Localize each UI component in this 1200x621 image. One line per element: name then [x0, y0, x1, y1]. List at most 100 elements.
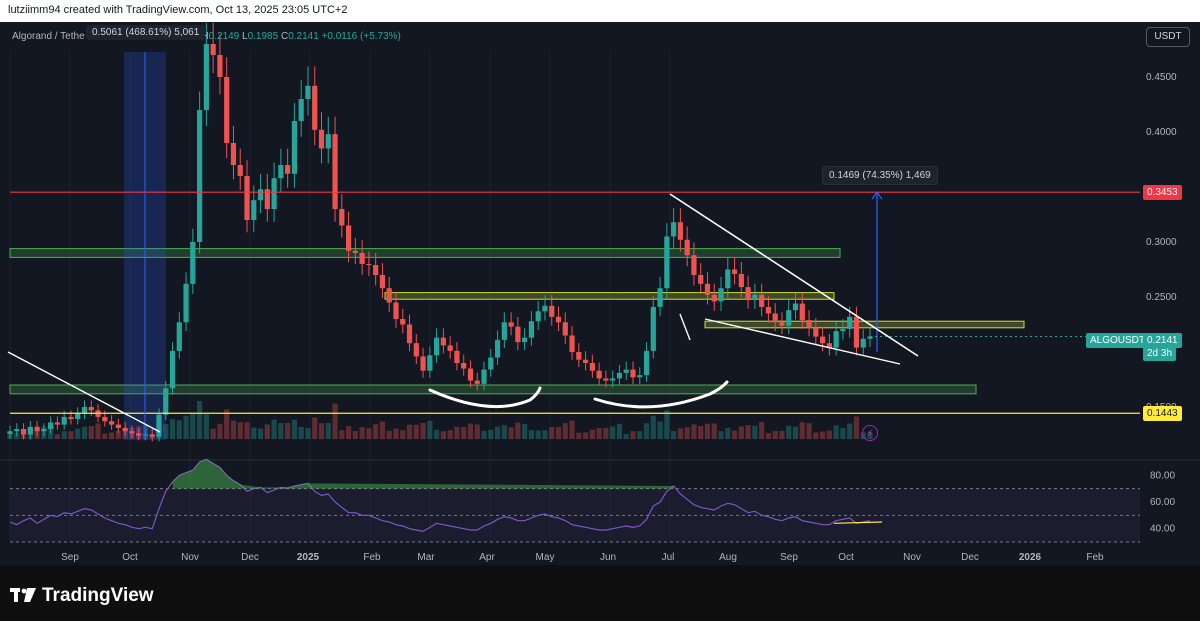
- candle-body: [860, 338, 866, 348]
- candle-body: [765, 306, 772, 314]
- volume-bar: [481, 430, 487, 439]
- candle-body: [840, 328, 846, 332]
- price-zone: [704, 320, 1025, 329]
- volume-bar: [88, 426, 94, 439]
- candle-body: [386, 288, 392, 303]
- tradingview-logo-icon: [10, 588, 36, 602]
- lightning-icon[interactable]: ⚡: [862, 425, 878, 441]
- candle-body: [244, 176, 250, 220]
- volume-bar: [813, 432, 819, 439]
- candle-body: [603, 378, 609, 381]
- candle-body: [318, 129, 325, 149]
- volume-bar: [643, 423, 650, 439]
- volume-bar: [278, 423, 284, 439]
- candle-body: [48, 422, 54, 429]
- volume-bar: [549, 427, 555, 439]
- x-tick-label: Jun: [600, 552, 616, 563]
- wedge-upper-line: [669, 193, 919, 357]
- volume-bar: [691, 424, 697, 439]
- volume-bar: [765, 433, 772, 439]
- candle-body: [251, 200, 257, 220]
- rsi-support-line: [833, 521, 883, 524]
- volume-bar: [792, 426, 799, 439]
- volume-bar: [386, 430, 392, 439]
- volume-bar: [535, 430, 541, 439]
- x-tick-label: Dec: [241, 552, 259, 563]
- candle-body: [650, 306, 656, 351]
- candle-body: [332, 134, 338, 209]
- y-tick-label: 0.3000: [1146, 237, 1177, 248]
- bottom-arc-2: [593, 380, 729, 409]
- x-tick-label: Apr: [479, 552, 495, 563]
- countdown-tag: 2d 3h: [1143, 346, 1177, 361]
- support-price-tag: 0.1443: [1143, 406, 1182, 421]
- candle-body: [474, 380, 480, 384]
- volume-bar: [230, 420, 237, 439]
- volume-bar: [332, 403, 338, 439]
- candle-body: [630, 369, 636, 378]
- candle-body: [704, 283, 711, 295]
- volume-bar: [759, 421, 765, 439]
- candle-body: [786, 310, 792, 326]
- candle-body: [108, 421, 115, 425]
- chart-canvas[interactable]: 0.45000.40000.30000.25000.150080.0060.00…: [0, 22, 1200, 565]
- volume-bar: [467, 423, 474, 439]
- candle-body: [75, 413, 81, 420]
- candlesticks: [7, 22, 873, 442]
- volume-bar: [447, 430, 453, 439]
- candle-body: [176, 322, 182, 351]
- volume-bar: [508, 427, 514, 439]
- candle-body: [102, 416, 108, 422]
- volume-bar: [264, 424, 270, 439]
- candle-body: [657, 288, 663, 307]
- tradingview-logo[interactable]: TradingView: [10, 585, 154, 607]
- candle-body: [826, 343, 832, 348]
- volume-bar: [298, 427, 304, 439]
- candle-body: [230, 143, 237, 165]
- candle-body: [20, 429, 27, 435]
- volume-bar: [345, 426, 352, 439]
- candle-body: [373, 265, 379, 275]
- candle-body: [359, 253, 365, 264]
- volume-bar: [515, 422, 521, 439]
- candle-body: [813, 327, 819, 337]
- candle-body: [257, 189, 264, 201]
- rsi-tick-label: 40.00: [1150, 524, 1175, 535]
- candle-body: [779, 322, 785, 326]
- y-tick-label: 0.4500: [1146, 72, 1177, 83]
- price-zone: [9, 384, 977, 395]
- volume-bar: [698, 426, 704, 439]
- currency-button[interactable]: USDT: [1146, 27, 1190, 47]
- volume-bar: [190, 413, 196, 439]
- volume-bar: [522, 424, 528, 439]
- volume-bar: [589, 429, 595, 439]
- candle-body: [643, 350, 650, 376]
- volume-bar: [359, 427, 365, 439]
- volume-bar: [305, 427, 311, 439]
- candle-body: [589, 363, 595, 371]
- volume-bar: [474, 424, 480, 439]
- volume-bar: [677, 428, 683, 439]
- candle-body: [379, 275, 386, 289]
- volume-bar: [603, 427, 609, 439]
- legend-high-label: H: [201, 31, 209, 42]
- candle-body: [61, 416, 67, 425]
- wedge-lower-line: [704, 318, 901, 365]
- volume-bar: [183, 415, 189, 439]
- x-tick-label: 2025: [297, 552, 320, 563]
- candle-body: [684, 239, 690, 256]
- candle-body: [88, 407, 94, 411]
- volume-bar: [528, 430, 535, 439]
- candle-body: [792, 303, 799, 311]
- x-tick-label: Feb: [363, 552, 381, 563]
- x-tick-label: Nov: [181, 552, 199, 563]
- candle-body: [582, 359, 589, 363]
- chart-area[interactable]: 0.45000.40000.30000.25000.150080.0060.00…: [0, 22, 1200, 565]
- volume-bar: [738, 426, 744, 439]
- candle-body: [115, 424, 121, 428]
- candle-body: [278, 165, 284, 179]
- rsi-pane: [0, 458, 1200, 543]
- volume-bar: [393, 428, 399, 439]
- candle-body: [136, 433, 142, 436]
- candle-body: [569, 335, 575, 352]
